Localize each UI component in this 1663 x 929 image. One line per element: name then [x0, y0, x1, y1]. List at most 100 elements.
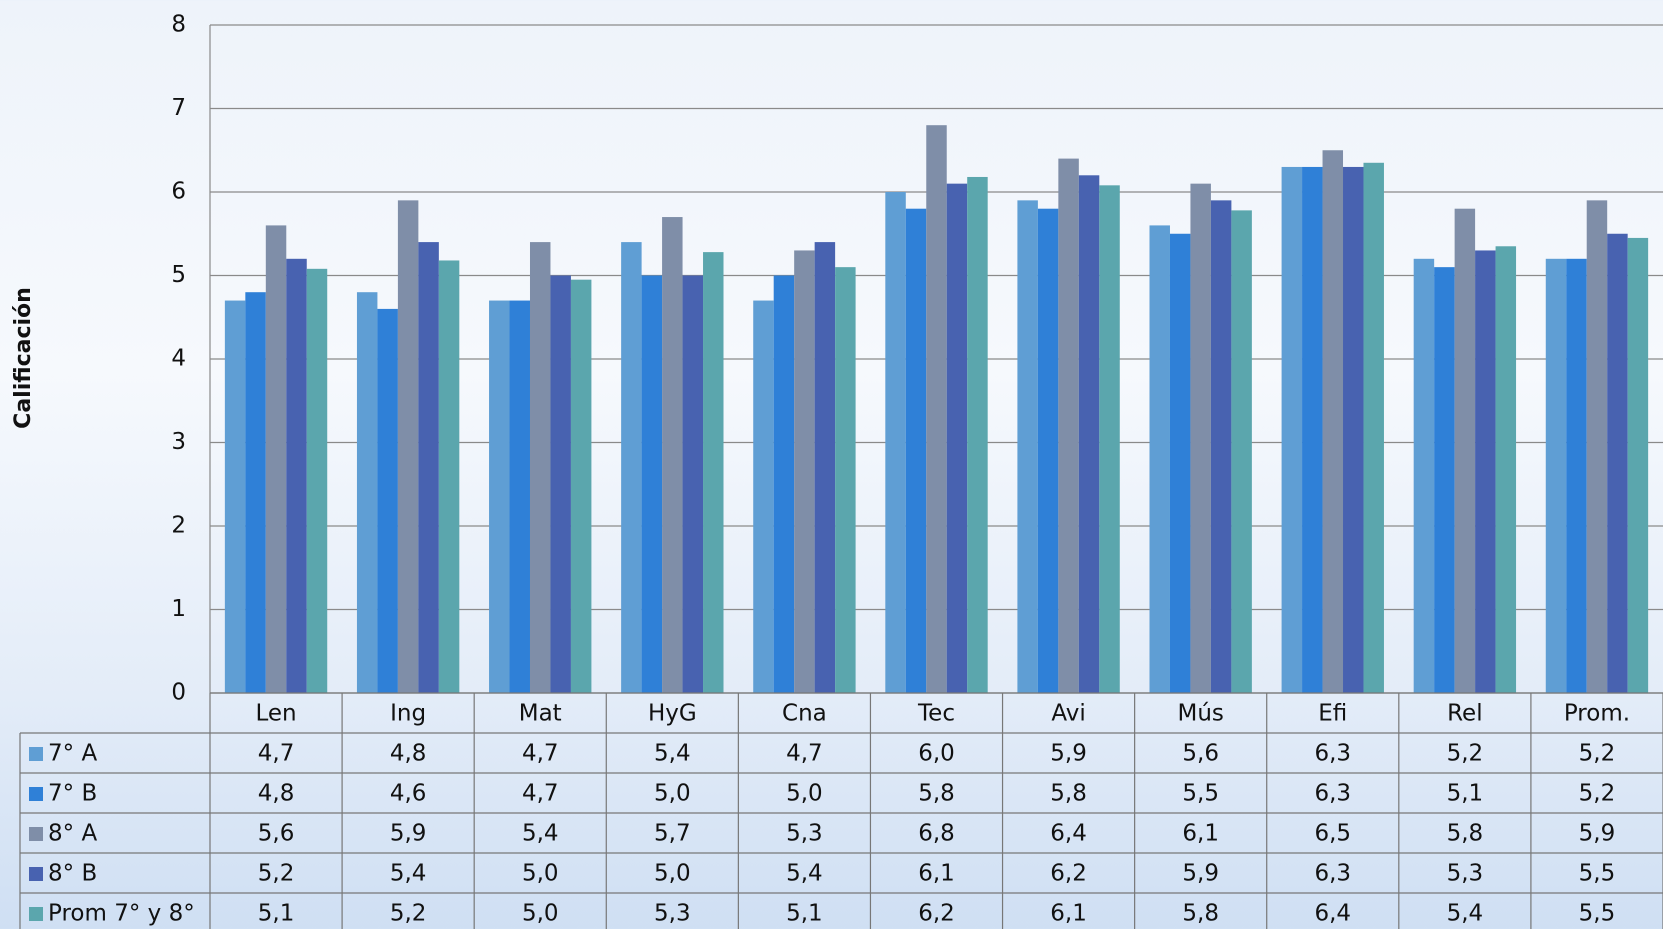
data-label: 4,7: [258, 741, 295, 767]
data-label: 5,4: [522, 821, 559, 847]
bar: [773, 275, 795, 693]
bar: [1210, 200, 1232, 693]
bar: [1169, 233, 1191, 693]
bar: [703, 252, 724, 693]
data-label: 5,7: [654, 821, 691, 847]
x-tick-label: Avi: [1051, 701, 1085, 727]
bar: [509, 300, 530, 693]
data-label: 5,0: [786, 781, 823, 807]
data-label: 5,1: [258, 901, 295, 927]
data-label: 6,1: [918, 861, 955, 887]
bar: [753, 300, 774, 693]
data-label: 5,8: [1182, 901, 1219, 927]
bar: [1322, 150, 1344, 693]
bar: [641, 275, 663, 693]
data-label: 4,7: [786, 741, 823, 767]
bar: [1149, 225, 1170, 693]
x-tick-label: Mús: [1177, 701, 1223, 727]
bar: [265, 225, 287, 693]
legend-label: Prom 7° y 8°: [48, 901, 195, 927]
x-tick-label: Efi: [1318, 701, 1347, 727]
data-label: 6,3: [1314, 861, 1351, 887]
legend-swatch: [29, 827, 43, 841]
bar: [529, 242, 551, 693]
data-label: 4,7: [522, 781, 559, 807]
data-label: 5,4: [390, 861, 427, 887]
x-tick-label: Tec: [917, 701, 955, 727]
data-label: 5,4: [654, 741, 691, 767]
bar: [1495, 246, 1517, 693]
bar: [1607, 233, 1628, 693]
data-label: 5,5: [1579, 861, 1616, 887]
data-label: 5,2: [1579, 741, 1616, 767]
legend-swatch: [29, 867, 43, 881]
y-tick-label: 5: [171, 262, 186, 288]
bar: [550, 275, 571, 693]
data-label: 5,2: [1447, 741, 1484, 767]
data-label: 5,8: [1050, 781, 1087, 807]
bar: [1413, 258, 1435, 693]
data-label: 5,3: [786, 821, 823, 847]
bar: [286, 258, 307, 693]
bar: [794, 250, 815, 693]
data-label: 5,9: [1182, 861, 1219, 887]
data-label: 5,0: [654, 781, 691, 807]
legend-label: 8° B: [48, 861, 97, 887]
data-label: 6,4: [1314, 901, 1351, 927]
bar: [1545, 258, 1567, 693]
bar: [682, 275, 704, 693]
bar: [224, 300, 246, 693]
legend-swatch: [29, 907, 43, 921]
data-label: 5,1: [1447, 781, 1484, 807]
data-label: 5,3: [654, 901, 691, 927]
data-label: 5,2: [1579, 781, 1616, 807]
data-label: 5,9: [1050, 741, 1087, 767]
data-label: 6,4: [1050, 821, 1087, 847]
data-label: 5,4: [1447, 901, 1484, 927]
bar: [905, 208, 927, 693]
bar: [1363, 162, 1384, 693]
bar: [1454, 208, 1476, 693]
x-tick-label: Ing: [390, 701, 426, 727]
y-axis-title: Calificación: [11, 287, 36, 429]
x-tick-label: HyG: [648, 701, 697, 727]
data-label: 5,1: [786, 901, 823, 927]
data-label: 4,8: [258, 781, 295, 807]
legend-swatch: [29, 787, 43, 801]
data-label: 5,8: [918, 781, 955, 807]
bar: [1566, 258, 1587, 693]
data-label: 5,6: [1182, 741, 1219, 767]
bar: [1627, 237, 1649, 694]
data-label: 6,2: [918, 901, 955, 927]
data-label: 5,6: [258, 821, 295, 847]
data-label: 5,5: [1579, 901, 1616, 927]
bar: [306, 268, 328, 693]
bar: [1017, 200, 1038, 693]
data-label: 5,8: [1447, 821, 1484, 847]
data-label: 5,0: [522, 861, 559, 887]
data-label: 5,0: [654, 861, 691, 887]
data-label: 6,8: [918, 821, 955, 847]
data-label: 6,1: [1182, 821, 1219, 847]
x-tick-label: Cna: [782, 701, 827, 727]
bar: [967, 176, 988, 694]
bar: [1231, 210, 1252, 693]
bar: [1302, 166, 1323, 693]
bar: [570, 279, 592, 693]
data-label: 4,6: [390, 781, 427, 807]
bar: [1586, 200, 1608, 693]
y-tick-label: 0: [171, 680, 186, 706]
bar: [356, 292, 378, 693]
data-label: 6,1: [1050, 901, 1087, 927]
data-label: 5,0: [522, 901, 559, 927]
bar: [1190, 183, 1211, 693]
bar: [1099, 185, 1120, 693]
x-tick-label: Rel: [1447, 701, 1483, 727]
bar: [1078, 175, 1100, 694]
data-label: 5,9: [390, 821, 427, 847]
data-label: 4,7: [522, 741, 559, 767]
bar: [377, 308, 398, 693]
legend-label: 7° B: [48, 781, 97, 807]
data-label: 5,4: [786, 861, 823, 887]
